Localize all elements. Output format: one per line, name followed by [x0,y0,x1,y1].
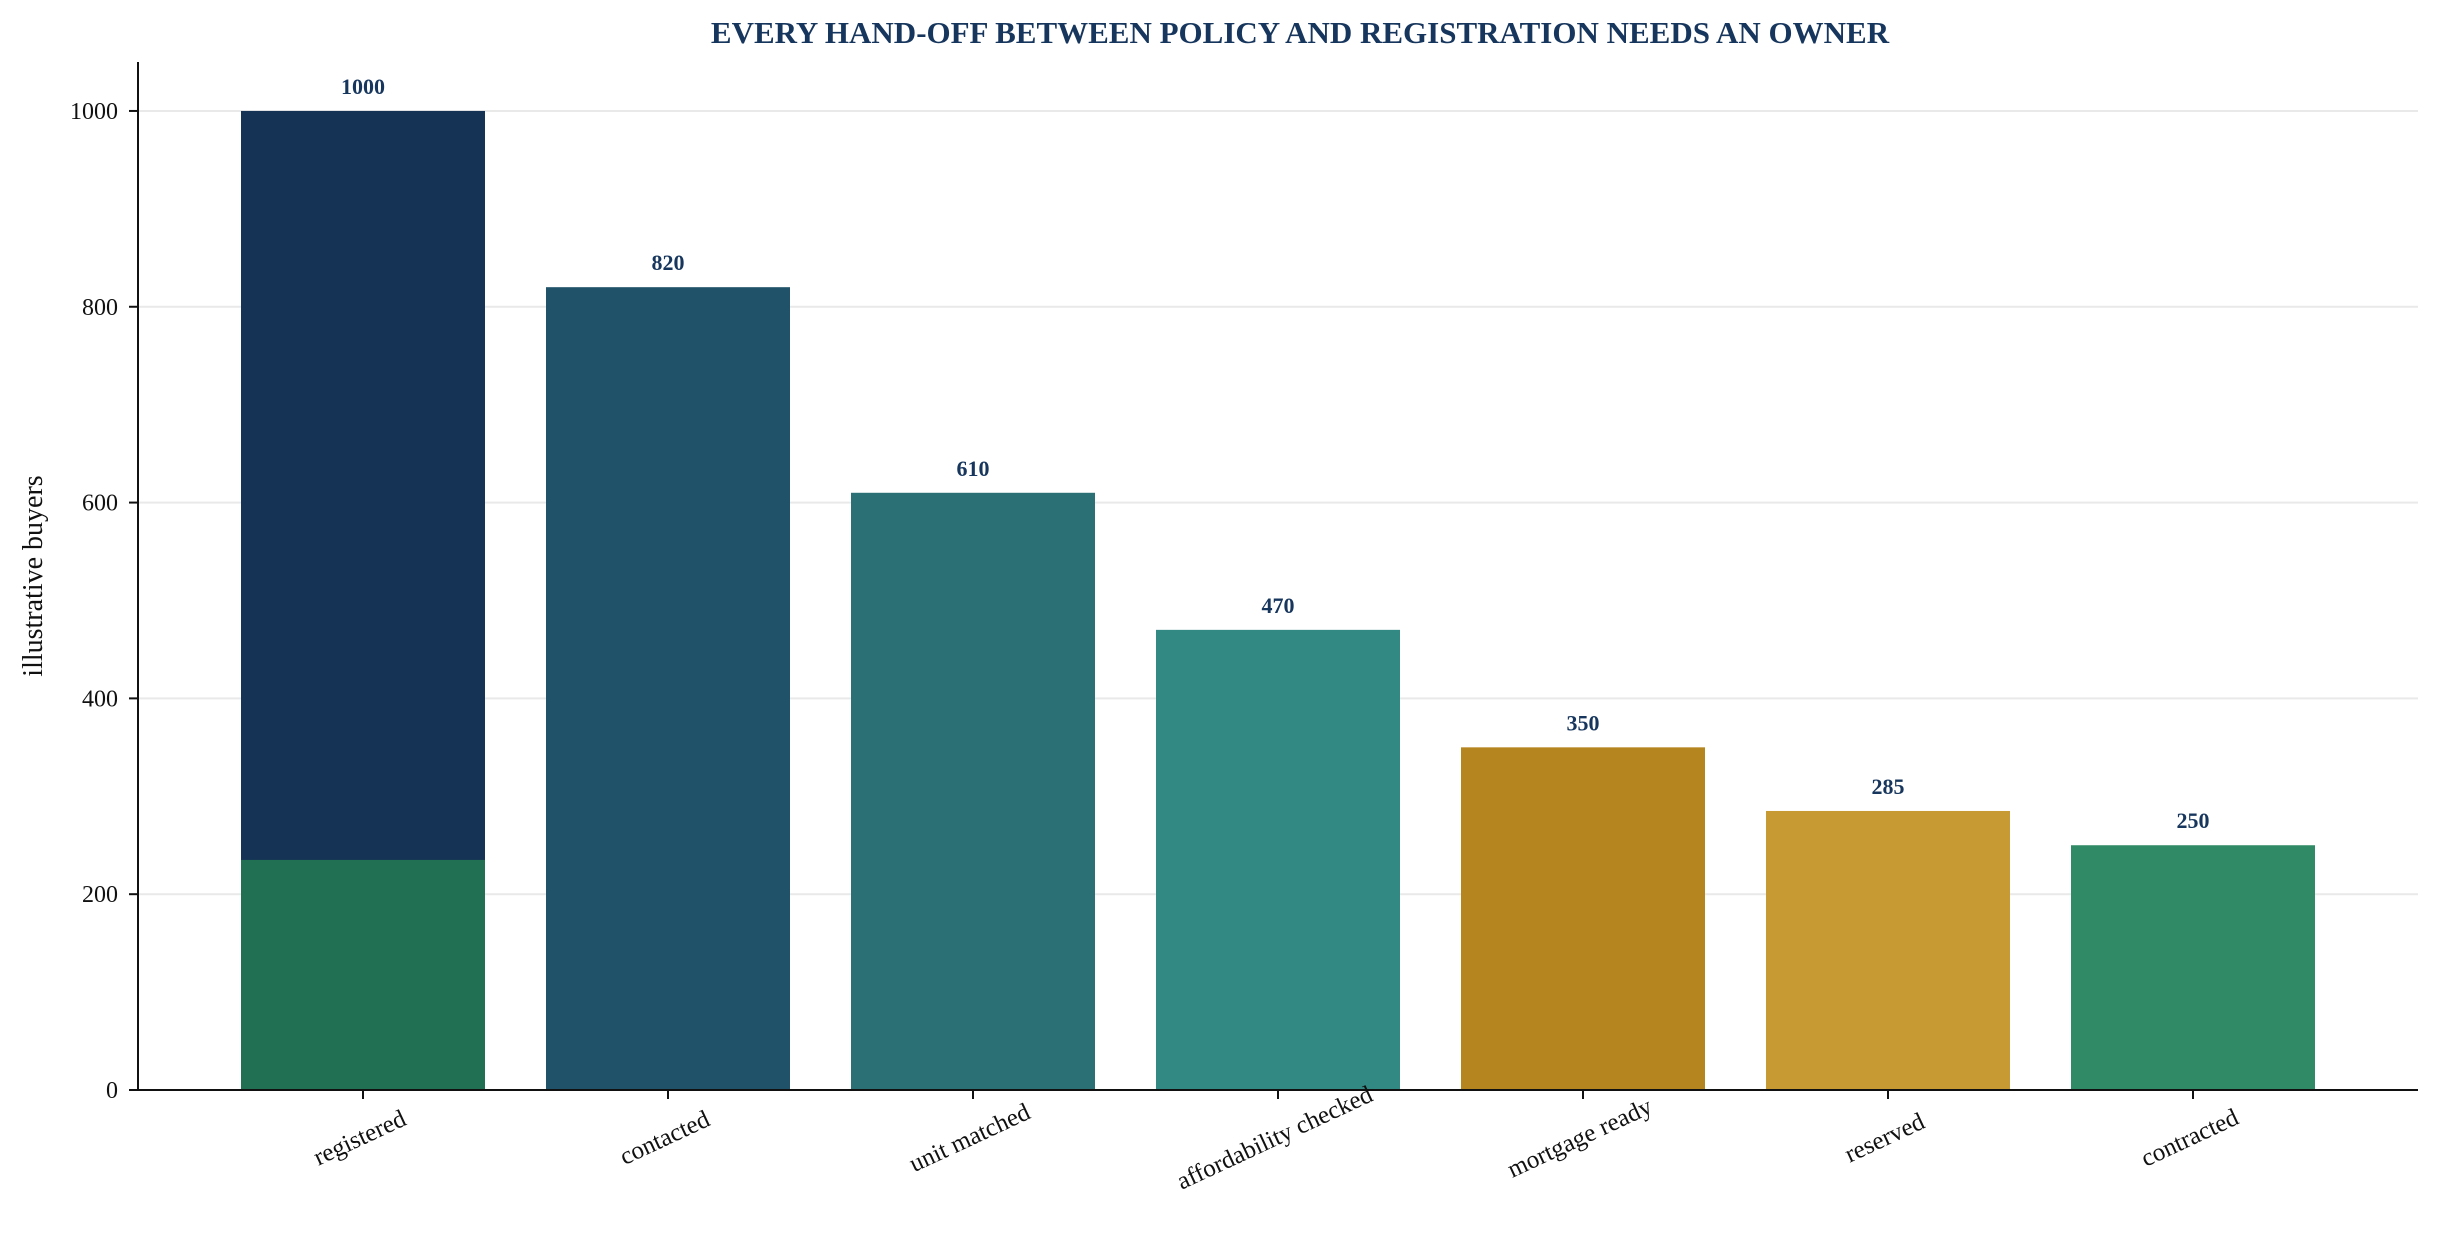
x-tick-label: contracted [2137,1104,2243,1173]
bar-unit-matched [851,492,1095,1090]
bar-contacted [546,287,790,1091]
x-tick-label: affordability checked [1173,1081,1378,1196]
data-labels: 1000 820 610 470 350 285 250 [341,74,2210,833]
gridlines [138,109,2418,896]
y-tick-label: 0 [106,1078,118,1104]
data-label: 820 [652,250,685,275]
y-tick-label: 800 [82,295,118,321]
bar-contracted [2071,845,2315,1090]
bar-reserved [1766,810,2010,1090]
x-tick-label: registered [309,1105,410,1171]
data-label: 250 [2177,808,2210,833]
y-tick-label: 600 [82,491,118,517]
bar-affordability-checked [1156,629,1400,1090]
data-label: 610 [957,456,990,481]
data-label: 470 [1262,593,1295,618]
chart-title: EVERY HAND-OFF BETWEEN POLICY AND REGIST… [711,15,1890,50]
bar-mortgage-ready [1461,747,1705,1090]
bar-overlay-registered [241,859,485,1090]
data-label: 1000 [341,74,385,99]
y-tick-label: 200 [82,882,118,908]
x-tick-label: unit matched [905,1098,1035,1178]
data-label: 285 [1872,774,1905,799]
bars [241,110,2315,1091]
x-tick-label: reserved [1841,1108,1930,1168]
y-tick-label: 1000 [70,99,118,125]
y-axis-label: illustrative buyers [18,475,49,676]
x-tick-label: contacted [616,1106,715,1171]
data-label: 350 [1567,710,1600,735]
y-tick-label: 400 [82,686,118,712]
x-tick-label: mortgage ready [1503,1093,1656,1184]
